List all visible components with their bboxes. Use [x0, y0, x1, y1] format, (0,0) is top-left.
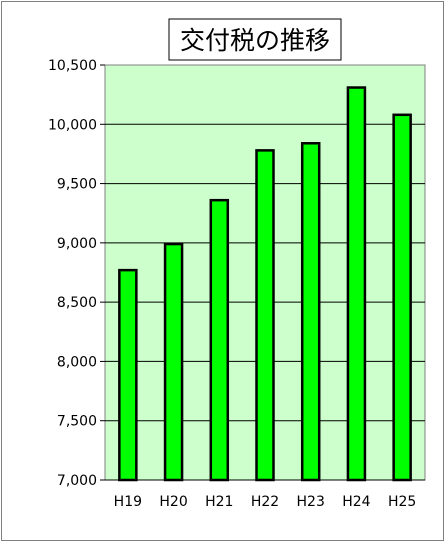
x-tick-label: H20: [159, 494, 187, 510]
y-tick-label: 10,000: [48, 117, 97, 133]
y-axis-tick-labels: 7,000 7,500 8,000 8,500 9,000 9,500 10,000 10,5…: [48, 58, 97, 489]
chart-title: 交付税の推移: [180, 26, 330, 55]
bar-h24: [346, 86, 367, 482]
x-tick-label: H25: [388, 494, 416, 510]
x-tick-label: H19: [114, 494, 142, 510]
y-tick-label: 9,500: [57, 177, 97, 193]
y-tick-label: 10,500: [48, 58, 97, 74]
x-tick-label: H24: [342, 494, 370, 510]
y-tick-label: 7,500: [57, 414, 97, 430]
bar-h23: [300, 142, 321, 482]
bar-h19: [118, 268, 138, 482]
y-tick-label: 8,000: [57, 354, 97, 370]
bar-h21: [209, 198, 230, 482]
x-tick-label: H23: [297, 494, 325, 510]
bar-h25: [392, 113, 412, 482]
y-tick-label: 9,000: [57, 236, 97, 252]
bars: [118, 86, 412, 482]
x-tick-label: H21: [205, 494, 233, 510]
x-axis-tick-labels: H19 H20 H21 H22 H23 H24 H25: [114, 494, 417, 510]
bar-h20: [163, 242, 184, 482]
bar-h22: [255, 149, 275, 482]
chart-title-box: [168, 18, 342, 61]
x-tick-label: H22: [251, 494, 279, 510]
y-tick-label: 7,000: [57, 473, 97, 489]
y-tick-label: 8,500: [57, 295, 97, 311]
